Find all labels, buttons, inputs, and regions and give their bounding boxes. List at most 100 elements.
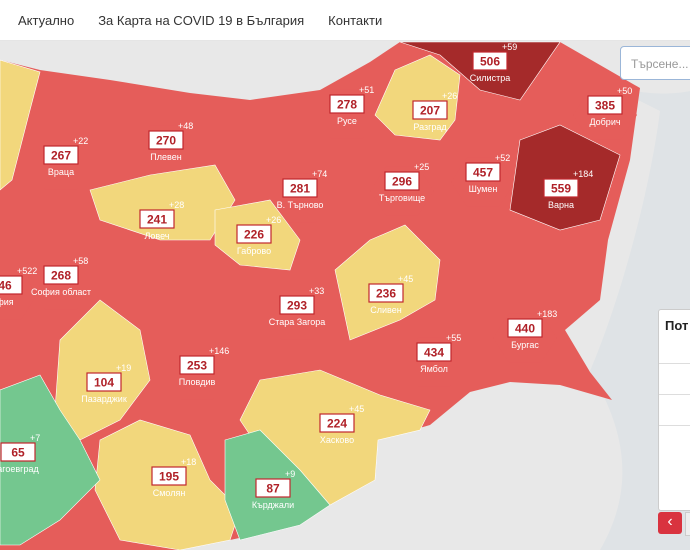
value-box (0, 275, 23, 295)
region-change: +25 (414, 162, 429, 172)
region-value: 241 (147, 213, 167, 227)
region-name: Пазарджик (81, 394, 127, 404)
region-change: +7 (30, 433, 40, 443)
region-name: Стара Загора (269, 317, 326, 327)
region-change: +28 (169, 200, 184, 210)
nav-link[interactable]: Актуално (18, 12, 75, 28)
value-box (587, 95, 623, 115)
value-box (384, 171, 420, 191)
region-area (399, 41, 561, 101)
region-value: 457 (473, 166, 493, 180)
value-box (0, 442, 36, 462)
value-box (279, 295, 315, 315)
side-panel: Пот (658, 309, 690, 511)
next-button[interactable] (685, 512, 690, 536)
value-box (86, 372, 122, 392)
region-value: 87 (266, 482, 280, 496)
region-name: Ямбол (420, 364, 448, 374)
region-value: 268 (51, 269, 71, 283)
region-change: +33 (309, 286, 324, 296)
value-box (179, 355, 215, 375)
region-area (0, 59, 41, 191)
value-box (465, 162, 501, 182)
region-value: 253 (187, 359, 207, 373)
value-box (139, 209, 175, 229)
region-area (0, 374, 101, 546)
value-box (472, 51, 508, 71)
region-name: Шумен (469, 184, 498, 194)
region-name: Разград (413, 122, 447, 132)
region-name: Сливен (370, 305, 401, 315)
region-value: 506 (480, 55, 500, 69)
region-area (334, 224, 441, 341)
region-value: 434 (424, 346, 444, 360)
region-name: Хасково (320, 435, 354, 445)
region-change: +183 (537, 309, 557, 319)
region-name: фия (0, 297, 14, 307)
value-box (148, 130, 184, 150)
region-area (509, 124, 621, 231)
nav-link[interactable]: Контакти (328, 12, 383, 28)
region-change: +522 (17, 266, 37, 276)
nav-bar: Актуално За Карта на COVID 19 в България… (0, 0, 690, 41)
region-name: София област (31, 287, 91, 297)
value-box (543, 178, 579, 198)
region-name: Добрич (589, 117, 620, 127)
value-box (43, 265, 79, 285)
value-box (507, 318, 543, 338)
region-name: Търговище (379, 193, 425, 203)
region-change: +18 (181, 457, 196, 467)
region-value: 281 (290, 182, 310, 196)
region-value: 440 (515, 322, 535, 336)
region-value: 267 (51, 149, 71, 163)
value-box (151, 466, 187, 486)
value-box (43, 145, 79, 165)
region-name: Плевен (150, 152, 181, 162)
region-change: +146 (209, 346, 229, 356)
region-name: Ловеч (145, 231, 170, 241)
region-value: 559 (551, 182, 571, 196)
nav-link[interactable]: За Карта на COVID 19 в България (98, 12, 305, 28)
region-value: 65 (11, 446, 25, 460)
region-value: 236 (376, 287, 396, 301)
region-name: Кърджали (252, 500, 294, 510)
value-box (236, 224, 272, 244)
region-change: +184 (573, 169, 593, 179)
region-value: 207 (420, 104, 440, 118)
region-change: +55 (446, 333, 461, 343)
value-box (255, 478, 291, 498)
value-box (329, 94, 365, 114)
search-input[interactable]: Търсене... (620, 46, 690, 80)
region-name: Бургас (511, 340, 539, 350)
region-change: +58 (73, 256, 88, 266)
region-change: +59 (502, 42, 517, 52)
region-name: Смолян (153, 488, 186, 498)
map: 267+22Враца270+48Плевен278+51Русе207+26Р… (0, 41, 690, 550)
panel-title: Пот (665, 318, 689, 333)
region-value: 296 (392, 175, 412, 189)
region-change: +51 (359, 85, 374, 95)
prev-button[interactable]: ‹ (658, 512, 682, 534)
value-box (282, 178, 318, 198)
region-change: +26 (266, 215, 281, 225)
region-name: Варна (548, 200, 574, 210)
region-value: 226 (244, 228, 264, 242)
region-value: 224 (327, 417, 347, 431)
region-name: В. Търново (277, 200, 324, 210)
region-change: +74 (312, 169, 327, 179)
region-name: Пловдив (179, 377, 216, 387)
region-name: агоевград (0, 464, 39, 474)
region-value: 46 (0, 279, 12, 293)
region-value: 278 (337, 98, 357, 112)
region-name: Враца (48, 167, 74, 177)
value-box (319, 413, 355, 433)
region-change: +9 (285, 469, 295, 479)
region-value: 104 (94, 376, 114, 390)
region-value: 195 (159, 470, 179, 484)
region-change: +50 (617, 86, 632, 96)
region-change: +48 (178, 121, 193, 131)
value-box (368, 283, 404, 303)
region-change: +52 (495, 153, 510, 163)
region-change: +45 (398, 274, 413, 284)
